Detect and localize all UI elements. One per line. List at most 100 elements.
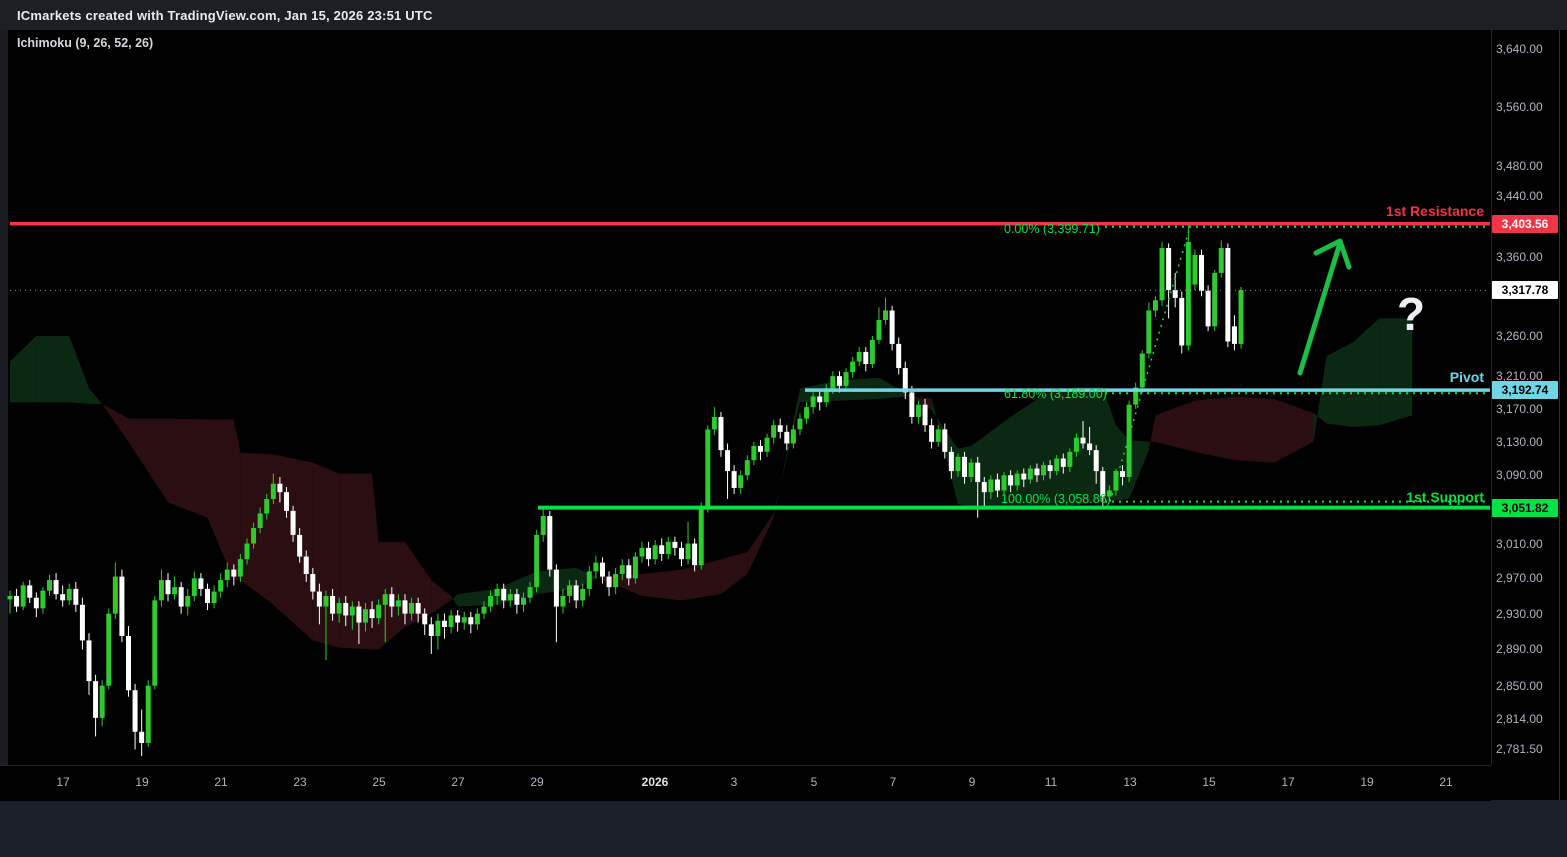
time-tick-label: 2026: [641, 775, 669, 789]
candle-down: [27, 585, 33, 598]
price-tick-label: 2,850.00: [1496, 678, 1543, 693]
fib-level-0-label[interactable]: 0.00% (3,399.71): [1004, 221, 1100, 236]
ichimoku-cloud-bearish: [102, 403, 129, 442]
fib-level-618-label[interactable]: 61.80% (3,189.00): [1004, 387, 1107, 402]
candle-up: [461, 617, 467, 623]
fib-level-100-label[interactable]: 100.00% (3,058.86): [1001, 491, 1111, 506]
candle-up: [1238, 290, 1244, 344]
candle-down: [330, 595, 336, 614]
candle-down: [725, 450, 731, 472]
ichimoku-cloud-bearish: [681, 559, 721, 601]
fib-trend-line[interactable]: [1109, 226, 1191, 502]
candle-down: [139, 731, 145, 743]
ichimoku-cloud-bullish: [1379, 318, 1413, 426]
candle-up: [172, 587, 178, 595]
candle-up: [1027, 468, 1033, 480]
collapsed-toolbar-strip[interactable]: [0, 30, 8, 800]
candle-up: [711, 416, 717, 430]
candle-down: [231, 569, 237, 577]
indicator-legend[interactable]: Ichimoku (9, 26, 52, 26): [17, 36, 154, 50]
up-arrow-shaft[interactable]: [1297, 240, 1343, 376]
candle-down: [73, 588, 79, 605]
candle-up: [507, 594, 513, 601]
candle-down: [718, 416, 724, 451]
ichimoku-cloud-bullish: [576, 567, 596, 589]
support-price-label: 3,051.82: [1492, 498, 1558, 517]
candle-up: [830, 376, 836, 389]
candle-down: [389, 594, 395, 607]
ichimoku-cloud-bullish: [1102, 387, 1116, 501]
question-mark-annotation[interactable]: ?: [1397, 288, 1426, 340]
candle-down: [132, 690, 138, 732]
candle-up: [632, 556, 638, 579]
price-tick-label: 3,010.00: [1496, 536, 1543, 551]
candle-up: [1014, 473, 1020, 486]
candle-down: [1225, 248, 1231, 342]
ichimoku-cloud-bearish: [1273, 398, 1314, 463]
ichimoku-cloud-bullish: [1326, 342, 1353, 427]
candle-down: [922, 404, 928, 426]
candle-down: [283, 492, 289, 511]
ichimoku-cloud-bullish: [1313, 355, 1327, 442]
time-axis[interactable]: 17 19 21 23 25 27 29 2026 3 5 7 9 11 13 15 17 19 21: [0, 765, 1491, 801]
candle-up: [376, 604, 382, 619]
candle-up: [395, 600, 401, 607]
candle-down: [896, 343, 902, 369]
candle-down: [692, 543, 698, 566]
time-tick-label: 25: [372, 775, 386, 789]
candle-down: [178, 587, 184, 607]
candle-up: [843, 372, 849, 386]
ichimoku-cloud-bearish: [273, 454, 313, 641]
candle-down: [356, 606, 362, 623]
time-tick-label: 11: [1044, 775, 1058, 789]
candle-down: [731, 471, 737, 488]
time-tick-label: 27: [451, 775, 465, 789]
candle-up: [251, 528, 257, 544]
resistance-annotation[interactable]: 1st Resistance: [1385, 202, 1484, 219]
candle-down: [290, 510, 296, 535]
candle-up: [1073, 437, 1079, 452]
candle-down: [501, 588, 507, 601]
candle-down: [817, 396, 823, 403]
support-annotation[interactable]: 1st Support: [1406, 488, 1484, 505]
candle-down: [1100, 471, 1106, 497]
candle-down: [277, 483, 283, 493]
ichimoku-cloud-bearish: [1194, 396, 1235, 461]
time-tick-label: 13: [1123, 775, 1137, 789]
candle-up: [46, 580, 52, 591]
candle-up: [652, 545, 658, 560]
candle-up: [771, 425, 777, 438]
ichimoku-cloud-bullish: [1352, 318, 1380, 427]
candle-up: [1126, 404, 1132, 477]
candle-up: [494, 588, 500, 596]
candle-up: [1001, 475, 1007, 491]
ichimoku-cloud-bearish: [233, 419, 241, 581]
candle-down: [53, 580, 59, 595]
candle-down: [468, 617, 474, 625]
ichimoku-cloud-bearish: [720, 552, 748, 595]
candle-down: [1172, 290, 1178, 298]
candle-down: [962, 456, 968, 477]
pivot-annotation[interactable]: Pivot: [1449, 369, 1484, 386]
time-tick-label: 15: [1202, 775, 1216, 789]
candle-down: [60, 594, 66, 601]
candle-down: [757, 445, 763, 452]
candle-up: [185, 595, 191, 607]
candle-up: [619, 565, 625, 574]
candle-up: [481, 606, 487, 614]
candle-up: [613, 573, 619, 588]
ichimoku-cloud-bullish: [1115, 425, 1130, 501]
candle-down: [303, 556, 309, 574]
up-arrow-head[interactable]: [1313, 238, 1352, 270]
candle-up: [955, 456, 961, 472]
time-tick-label: 3: [730, 775, 738, 789]
candle-up: [520, 597, 526, 605]
candle-up: [738, 475, 744, 488]
ichimoku-cloud-bearish: [128, 418, 168, 503]
candle-down: [428, 624, 434, 636]
candle-up: [99, 685, 105, 718]
candle-down: [678, 547, 684, 560]
candle-up: [1212, 272, 1218, 327]
candle-down: [659, 545, 665, 554]
